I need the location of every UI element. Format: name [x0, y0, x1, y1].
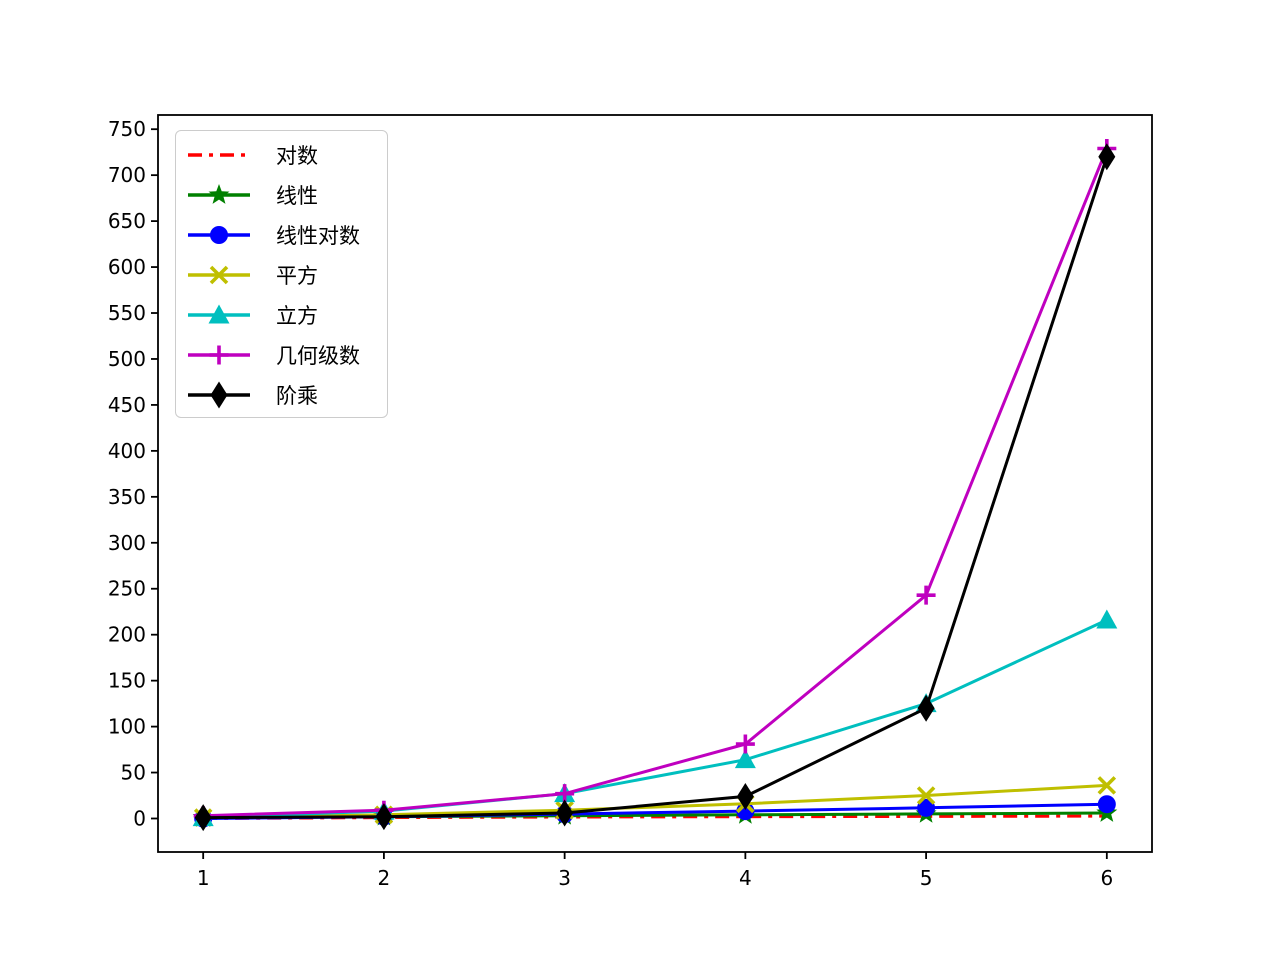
- y-tick-label: 650: [108, 209, 146, 233]
- triangle-up-marker-icon: [208, 304, 230, 324]
- y-tick-label: 550: [108, 301, 146, 325]
- x-marker-icon: [916, 786, 936, 805]
- legend-item-linear: 线性: [176, 175, 387, 215]
- legend-item-cube: 立方: [176, 295, 387, 335]
- legend-label-factorial: 阶乘: [276, 384, 318, 408]
- x-marker-icon: [209, 265, 229, 285]
- diamond-marker-icon: [375, 803, 393, 831]
- series-line: [203, 147, 1109, 818]
- legend-sample-geometric: [188, 345, 250, 365]
- x-tick-label: 1: [197, 866, 210, 890]
- y-tick-label: 0: [133, 807, 146, 831]
- legend-item-factorial: 阶乘: [176, 375, 387, 415]
- x-tick-label: 6: [1100, 866, 1113, 890]
- y-tick-label: 500: [108, 347, 146, 371]
- y-tick-label: 400: [108, 439, 146, 463]
- x-tick-label: 5: [920, 866, 933, 890]
- axes-spines: [157, 114, 1153, 853]
- legend-label-linearithmic: 线性对数: [276, 224, 360, 248]
- y-tick-label: 450: [108, 393, 146, 417]
- legend-sample-factorial: [188, 381, 250, 409]
- triangle-up-marker-icon: [1096, 609, 1118, 629]
- diamond-marker-icon: [917, 694, 935, 722]
- series-line: [203, 783, 1107, 820]
- legend-label-linear: 线性: [276, 184, 318, 208]
- series-line: [203, 156, 1109, 820]
- y-tick-label: 50: [121, 761, 146, 785]
- plus-marker-icon: [916, 585, 936, 605]
- y-tick-label: 200: [108, 623, 146, 647]
- y-tick-label: 100: [108, 715, 146, 739]
- circle-marker-icon: [1097, 795, 1116, 814]
- circle-marker-icon: [210, 226, 228, 244]
- y-tick-label: 750: [108, 117, 146, 141]
- x-marker-icon: [1097, 776, 1117, 795]
- legend-item-square: 平方: [176, 255, 387, 295]
- circle-marker-icon: [917, 798, 936, 817]
- plus-marker-icon: [209, 345, 229, 365]
- x-tick-label: 3: [558, 866, 571, 890]
- x-tick-label: 4: [739, 866, 752, 890]
- legend-sample-linear: [188, 184, 250, 204]
- x-tick-label: 2: [378, 866, 391, 890]
- diamond-marker-icon: [556, 799, 574, 827]
- y-tick-label: 350: [108, 485, 146, 509]
- diamond-marker-icon: [736, 782, 754, 810]
- triangle-up-marker-icon: [734, 749, 756, 769]
- legend-item-log: 对数: [176, 135, 387, 175]
- diamond-marker-icon: [1098, 143, 1116, 171]
- star-marker-icon: [208, 184, 230, 204]
- diamond-marker-icon: [210, 381, 228, 409]
- y-tick-label: 150: [108, 669, 146, 693]
- series-6: [194, 143, 1116, 832]
- legend-label-log: 对数: [276, 144, 318, 168]
- y-tick-label: 250: [108, 577, 146, 601]
- legend: 对数 线性 线性对数 平方 立方 几何级数 阶乘: [175, 130, 388, 418]
- y-tick-label: 700: [108, 163, 146, 187]
- legend-item-linearithmic: 线性对数: [176, 215, 387, 255]
- legend-sample-log: [188, 153, 250, 157]
- legend-label-square: 平方: [276, 264, 318, 288]
- legend-sample-square: [188, 265, 250, 285]
- y-tick-label: 300: [108, 531, 146, 555]
- legend-label-geometric: 几何级数: [276, 344, 360, 368]
- legend-item-geometric: 几何级数: [176, 335, 387, 375]
- legend-sample-cube: [188, 304, 250, 324]
- diamond-marker-icon: [194, 804, 212, 832]
- series-line: [203, 618, 1108, 820]
- legend-label-cube: 立方: [276, 304, 318, 328]
- plus-marker-icon: [735, 734, 755, 754]
- y-tick-label: 600: [108, 255, 146, 279]
- legend-sample-linearithmic: [188, 226, 250, 244]
